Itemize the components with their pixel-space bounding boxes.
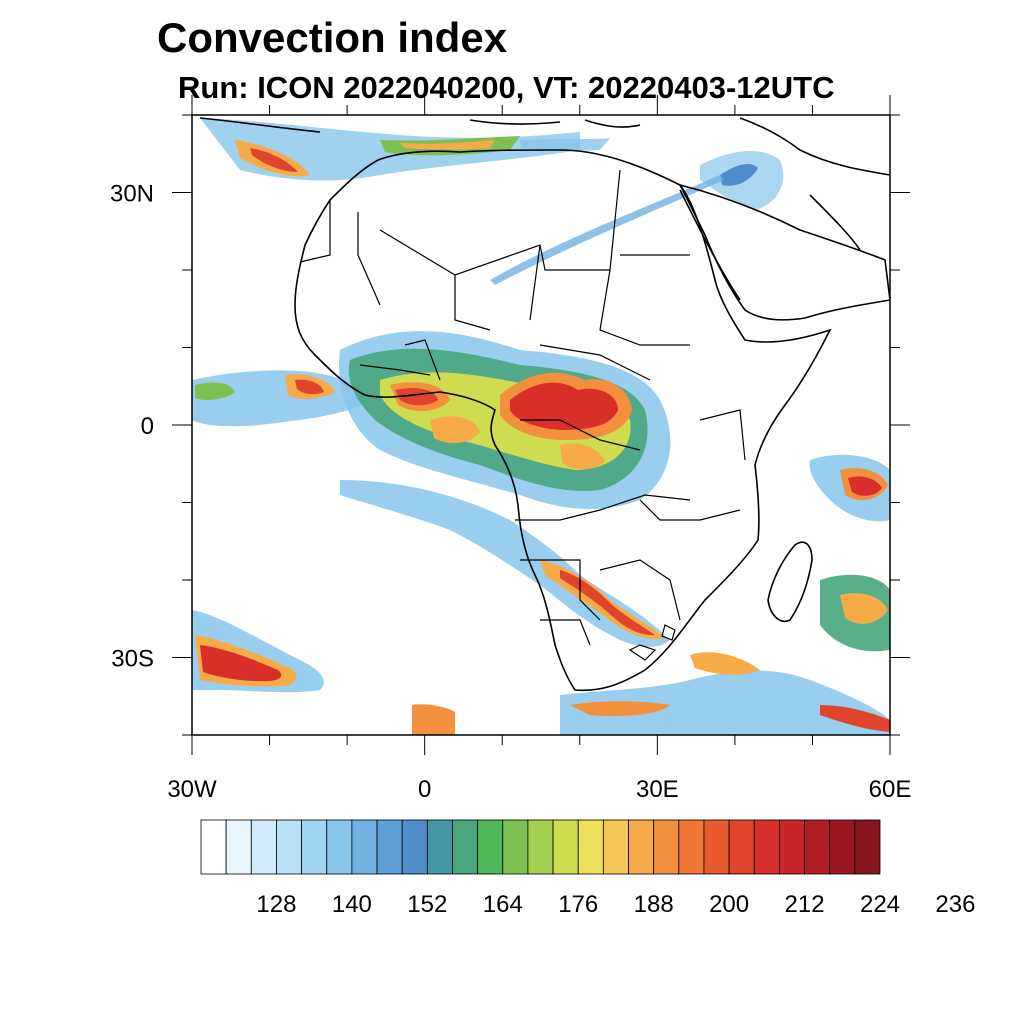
lon-tick-label: 30E (636, 776, 679, 803)
lon-tick-label: 0 (418, 776, 431, 803)
colorbar-label: 176 (558, 891, 598, 918)
colorbar-label: 200 (709, 891, 749, 918)
colorbar-swatch (602, 819, 629, 875)
colorbar-label: 236 (935, 891, 975, 918)
colorbar-swatch (854, 819, 881, 875)
axis-tick-labels: 30N 0 30S 30W 0 30E 60E (110, 181, 911, 804)
colorbar-swatch (301, 819, 328, 875)
lat-tick-label: 0 (141, 413, 154, 440)
lon-tick-label: 60E (869, 776, 912, 803)
colorbar-label: 164 (483, 891, 523, 918)
colorbar-swatch (678, 819, 705, 875)
colorbar-swatch (401, 819, 428, 875)
colorbar-swatch (351, 819, 378, 875)
colorbar-swatch (703, 819, 730, 875)
colorbar-labels: 128 140 152 164 176 188 200 212 224 236 (256, 891, 975, 918)
colorbar-swatch (452, 819, 479, 875)
country-borders (299, 169, 746, 661)
colorbar-swatch (376, 819, 403, 875)
axis-ticks (172, 95, 910, 755)
colorbar-label: 140 (332, 891, 372, 918)
colorbar-swatch (225, 819, 252, 875)
colorbar-label: 224 (860, 891, 900, 918)
colorbar-swatch (829, 819, 856, 875)
convection-field (192, 118, 890, 735)
colorbar-swatch (552, 819, 579, 875)
colorbar-swatch (753, 819, 780, 875)
colorbar-label: 152 (407, 891, 447, 918)
colorbar (200, 819, 881, 875)
coastlines (199, 117, 890, 692)
colorbar-swatch (628, 819, 655, 875)
colorbar-swatch (326, 819, 353, 875)
colorbar-label: 212 (785, 891, 825, 918)
colorbar-swatch (502, 819, 529, 875)
colorbar-swatch (426, 819, 453, 875)
colorbar-swatch (728, 819, 755, 875)
chart-title: Convection index (157, 14, 508, 61)
colorbar-label: 188 (634, 891, 674, 918)
colorbar-swatch (250, 819, 277, 875)
colorbar-swatch (200, 819, 227, 875)
lat-tick-label: 30S (111, 646, 154, 673)
colorbar-swatch (477, 819, 504, 875)
colorbar-swatch (276, 819, 302, 875)
colorbar-swatch (527, 819, 554, 875)
chart-subtitle: Run: ICON 2022040200, VT: 20220403-12UTC (178, 70, 835, 105)
colorbar-label: 128 (256, 891, 296, 918)
colorbar-swatch (577, 819, 604, 875)
colorbar-swatch (653, 819, 680, 875)
colorbar-swatch (779, 819, 805, 875)
colorbar-swatch (804, 819, 831, 875)
lon-tick-label: 30W (167, 776, 217, 803)
lat-tick-label: 30N (110, 181, 154, 208)
